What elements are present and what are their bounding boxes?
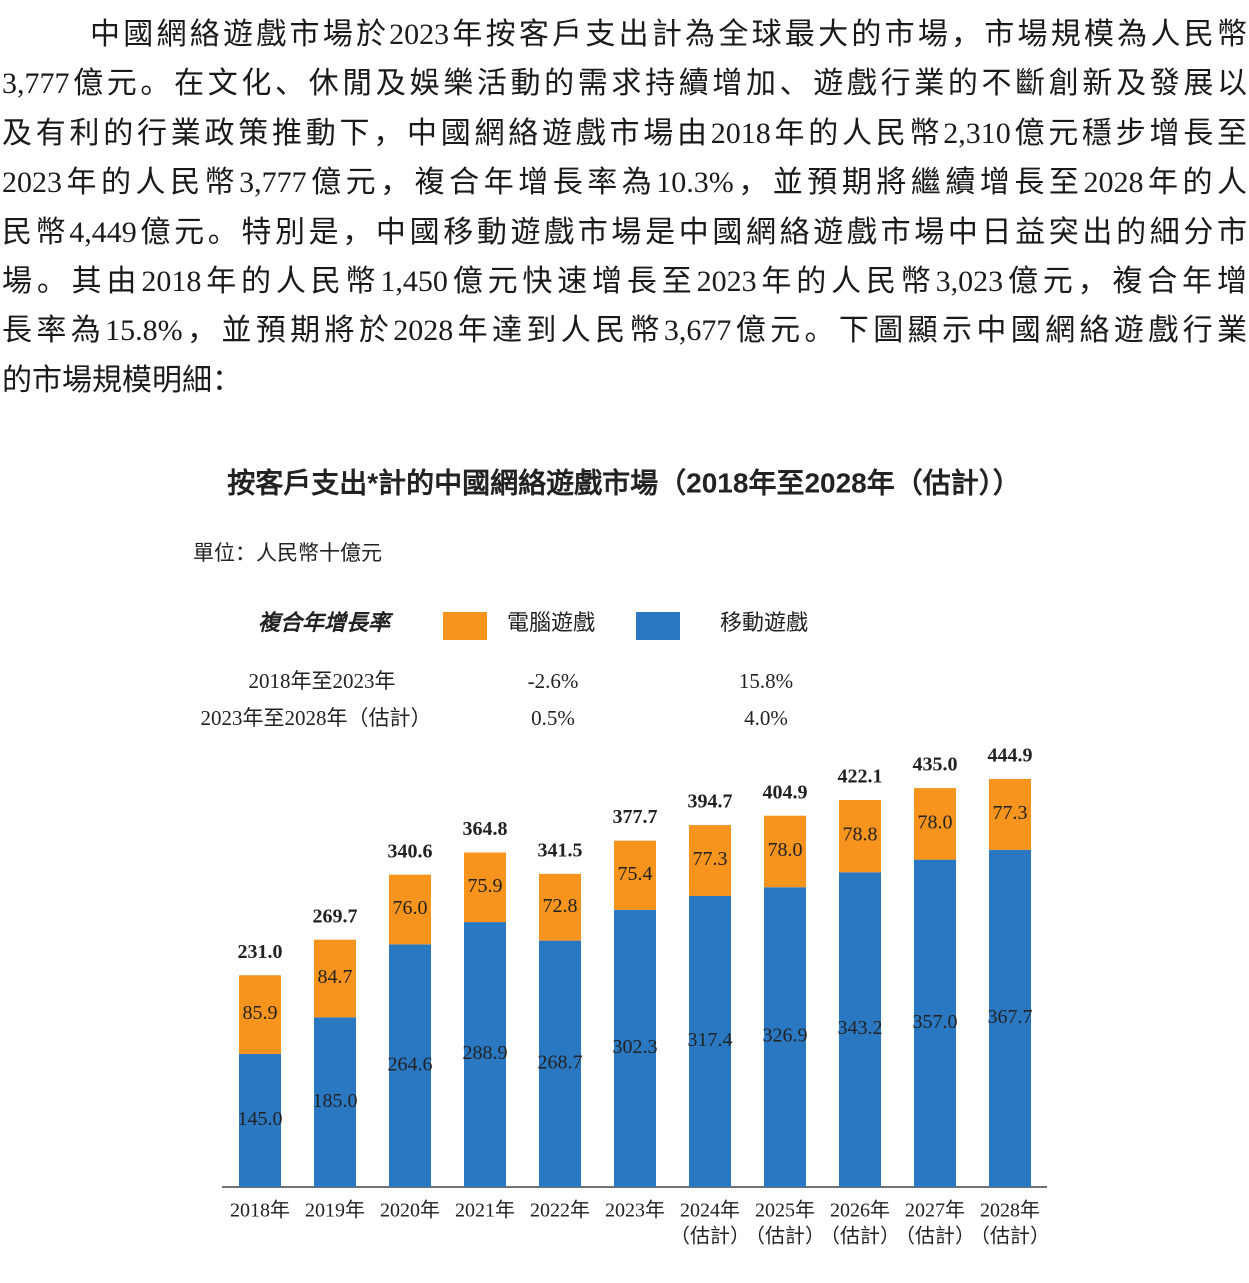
legend-label: 移動遊戲 [720, 610, 808, 635]
bar-segment [314, 939, 356, 1018]
paragraph-line: 的市場規模明細： [2, 363, 242, 397]
value-label: 288.9 [463, 1042, 508, 1064]
total-label: 422.1 [838, 766, 883, 788]
bar-segment [689, 895, 731, 1187]
total-label: 377.7 [613, 806, 658, 828]
value-label: 343.2 [838, 1017, 883, 1039]
x-tick-label: 2028年 [980, 1199, 1040, 1222]
total-label: 404.9 [763, 781, 808, 803]
value-label: 75.4 [618, 863, 653, 885]
cagr-value: -2.6% [528, 669, 579, 693]
value-label: 85.9 [243, 1002, 278, 1024]
value-label: 78.0 [918, 811, 953, 833]
paragraph: 中國網絡遊戲市場於2023年按客戶支出計為全球最大的市場，市場規模為人民幣 3,7… [2, 10, 1247, 405]
cagr-row-label: 2023年至2028年（估計） [201, 706, 432, 730]
value-label: 357.0 [913, 1011, 958, 1033]
x-tick-label: 2018年 [230, 1199, 290, 1222]
x-tick-label: 2021年 [455, 1199, 515, 1222]
bar-segment [464, 852, 506, 923]
bar-segment [764, 887, 806, 1187]
bar-segment [914, 859, 956, 1187]
value-label: 76.0 [393, 897, 428, 919]
paragraph-line: 中國網絡遊戲市場於2023年按客戶支出計為全球最大的市場，市場規模為人民幣 [90, 18, 1247, 51]
x-tick-label: 2023年 [605, 1199, 665, 1222]
total-label: 444.9 [988, 745, 1033, 767]
value-label: 72.8 [543, 895, 578, 917]
value-label: 268.7 [538, 1051, 583, 1073]
bar-segment [989, 849, 1031, 1187]
x-tick-label: 2024年 [680, 1199, 740, 1222]
cagr-value: 15.8% [739, 669, 793, 693]
value-label: 317.4 [688, 1029, 733, 1051]
x-tick-label: （估計） [745, 1225, 825, 1248]
x-tick-label: 2026年 [830, 1199, 890, 1222]
paragraph-line: 2023年的人民幣3,777億元，複合年增長率為10.3%，並預期將繼續增長至2… [2, 166, 1247, 200]
total-label: 269.7 [313, 905, 358, 927]
value-label: 77.3 [993, 802, 1028, 824]
bar-segment [464, 922, 506, 1187]
chart-title: 按客戶支出*計的中國網絡遊戲市場（2018年至2028年（估計）） [227, 466, 1020, 498]
bar-segment [239, 975, 281, 1055]
value-label: 185.0 [313, 1090, 358, 1112]
value-label: 78.0 [768, 839, 803, 861]
bar-segment [539, 940, 581, 1187]
bar-segment [389, 874, 431, 945]
cagr-row-label: 2018年至2023年 [249, 669, 396, 693]
bar-segment [314, 1017, 356, 1187]
x-tick-label: 2025年 [755, 1199, 815, 1222]
value-label: 302.3 [613, 1036, 658, 1058]
bar-segment [239, 1054, 281, 1187]
bar-segment [689, 825, 731, 896]
total-label: 435.0 [913, 754, 958, 776]
value-label: 77.3 [693, 848, 728, 870]
bar-segment [389, 944, 431, 1187]
paragraph-line: 及有利的行業政策推動下，中國網絡遊戲市場由2018年的人民幣2,310億元穩步增… [2, 116, 1247, 150]
cagr-title: 複合年增長率 [258, 610, 394, 635]
x-tick-label: （估計） [895, 1225, 975, 1248]
value-label: 367.7 [988, 1006, 1033, 1028]
total-label: 364.8 [463, 818, 508, 840]
bar-segment [614, 909, 656, 1187]
legend-swatch [443, 612, 487, 640]
x-tick-label: （估計） [820, 1225, 900, 1248]
bar-segment [839, 872, 881, 1187]
bar-segment [914, 788, 956, 860]
bar-segment [764, 815, 806, 888]
bar-segment [839, 800, 881, 873]
bar-segment [539, 873, 581, 941]
paragraph-line: 場。其由2018年的人民幣1,450億元快速增長至2023年的人民幣3,023億… [2, 264, 1247, 298]
value-label: 264.6 [388, 1053, 433, 1075]
paragraph-line: 3,777億元。在文化、休閒及娛樂活動的需求持續增加、遊戲行業的不斷創新及發展以 [2, 67, 1247, 101]
x-tick-label: 2022年 [530, 1199, 590, 1222]
total-label: 340.6 [388, 840, 433, 862]
bar-segment [614, 840, 656, 910]
value-label: 84.7 [318, 966, 353, 988]
legend-swatch [636, 612, 680, 640]
x-tick-label: 2027年 [905, 1199, 965, 1222]
total-label: 231.0 [238, 941, 283, 963]
x-tick-label: （估計） [670, 1225, 750, 1248]
cagr-value: 0.5% [531, 706, 575, 730]
value-label: 75.9 [468, 875, 503, 897]
legend-label: 電腦遊戲 [507, 610, 595, 635]
unit-label: 單位：人民幣十億元 [193, 541, 382, 565]
total-label: 341.5 [538, 839, 583, 861]
paragraph-line: 民幣4,449億元。特別是，中國移動遊戲市場是中國網絡遊戲市場中日益突出的細分市 [2, 215, 1247, 249]
value-label: 145.0 [238, 1108, 283, 1130]
bar-segment [989, 778, 1031, 850]
total-label: 394.7 [688, 791, 733, 813]
cagr-value: 4.0% [744, 706, 788, 730]
x-tick-label: 2019年 [305, 1199, 365, 1222]
value-label: 78.8 [843, 824, 878, 846]
x-tick-label: （估計） [970, 1225, 1050, 1248]
paragraph-line: 長率為15.8%，並預期將於2028年達到人民幣3,677億元。下圖顯示中國網絡… [2, 314, 1247, 348]
x-tick-label: 2020年 [380, 1199, 440, 1222]
value-label: 326.9 [763, 1025, 808, 1047]
